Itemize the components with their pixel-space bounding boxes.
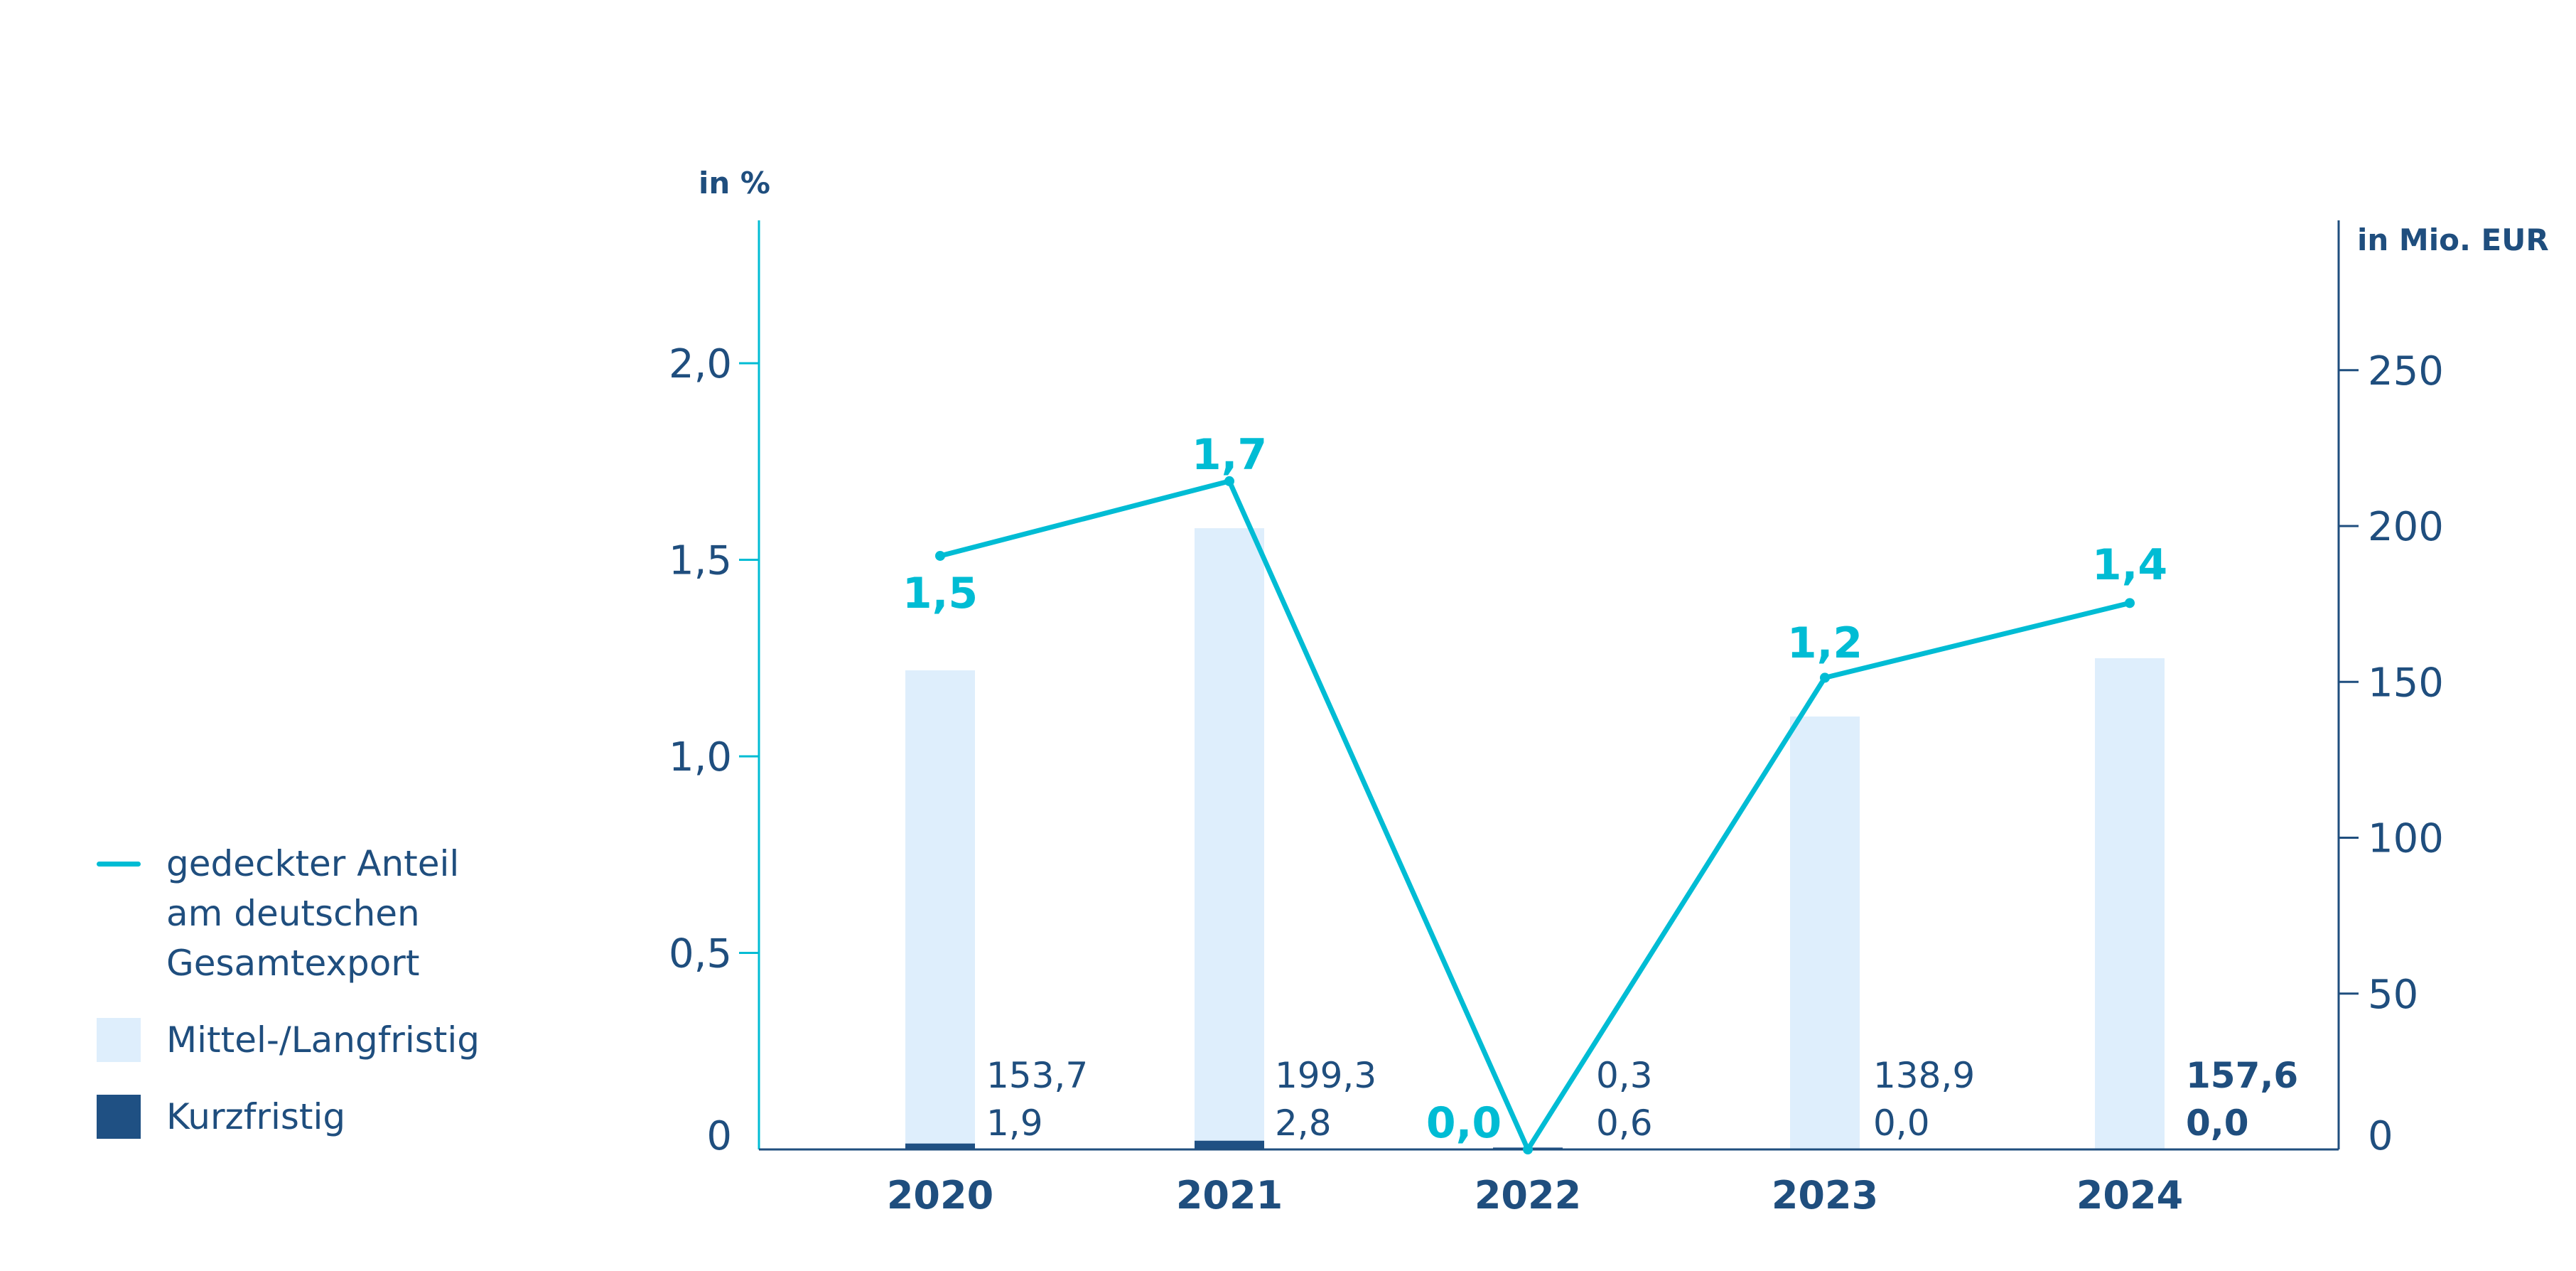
x-tick-label: 2020 xyxy=(887,1173,993,1218)
bar-long-term xyxy=(905,670,975,1149)
x-tick-label: 2022 xyxy=(1475,1173,1581,1218)
bar-value-label-short-term: 0,0 xyxy=(2186,1103,2249,1144)
legend-label-share: gedeckter Anteil am deutschen Gesamtexpo… xyxy=(166,843,460,984)
left-tick-label: 1,5 xyxy=(669,538,732,584)
legend-line-swatch xyxy=(97,862,141,867)
right-tick-label: 150 xyxy=(2368,660,2444,706)
line-data-label: 1,5 xyxy=(902,569,978,618)
bar-long-term xyxy=(1195,528,1264,1149)
bar-value-label-long-term: 0,3 xyxy=(1596,1055,1653,1096)
left-axis-label: in % xyxy=(699,166,770,200)
line-data-label: 1,7 xyxy=(1192,430,1267,480)
x-tick-label: 2024 xyxy=(2076,1173,2183,1218)
line-data-label: 1,4 xyxy=(2092,540,2167,590)
bar-long-term xyxy=(2095,658,2165,1149)
x-tick-label: 2021 xyxy=(1176,1173,1283,1218)
line-point xyxy=(935,550,945,561)
legend-item-line: gedeckter Anteil am deutschen Gesamtexpo… xyxy=(97,839,480,988)
line-data-label: 0,0 xyxy=(1426,1098,1502,1148)
right-tick-label: 250 xyxy=(2368,348,2444,395)
line-point xyxy=(1224,476,1234,486)
bar-value-label-short-term: 0,0 xyxy=(1873,1103,1930,1144)
right-tick-label: 50 xyxy=(2368,972,2418,1018)
line-data-label: 1,2 xyxy=(1787,618,1863,668)
bar-value-label-long-term: 153,7 xyxy=(986,1055,1088,1096)
line-series xyxy=(937,478,2133,1152)
left-tick-label: 0,5 xyxy=(669,931,732,977)
bar-short-term xyxy=(905,1143,975,1149)
left-tick-label: 0 xyxy=(706,1113,732,1159)
x-tick-label: 2023 xyxy=(1772,1173,1878,1218)
legend-label-long-term: Mittel-/Langfristig xyxy=(166,1019,480,1061)
right-tick-label: 200 xyxy=(2368,504,2444,550)
legend-swatch-long-term xyxy=(97,1018,141,1062)
left-tick-label: 1,0 xyxy=(669,734,732,781)
bar-value-label-long-term: 138,9 xyxy=(1873,1055,1975,1096)
right-axis-label: in Mio. EUR xyxy=(2357,222,2549,257)
bar-value-label-short-term: 1,9 xyxy=(986,1103,1043,1144)
bar-value-label-long-term: 157,6 xyxy=(2186,1055,2298,1096)
bar-long-term xyxy=(1790,716,1860,1149)
bar-short-term xyxy=(1195,1140,1264,1149)
bar-value-label-short-term: 0,6 xyxy=(1596,1103,1653,1144)
legend-item-long-term: Mittel-/Langfristig xyxy=(97,1015,480,1065)
left-tick-label: 2,0 xyxy=(669,341,732,387)
bar-value-label-short-term: 2,8 xyxy=(1275,1103,1332,1144)
legend-swatch-short-term xyxy=(97,1095,141,1139)
legend-item-short-term: Kurzfristig xyxy=(97,1092,480,1142)
legend: gedeckter Anteil am deutschen Gesamtexpo… xyxy=(97,839,480,1169)
line-point xyxy=(1523,1144,1533,1154)
line-point xyxy=(2125,598,2135,608)
bar-value-label-long-term: 199,3 xyxy=(1275,1055,1376,1096)
line-point xyxy=(1820,672,1830,683)
legend-label-short-term: Kurzfristig xyxy=(166,1096,346,1137)
right-tick-label: 100 xyxy=(2368,816,2444,862)
right-tick-label: 0 xyxy=(2368,1113,2393,1159)
